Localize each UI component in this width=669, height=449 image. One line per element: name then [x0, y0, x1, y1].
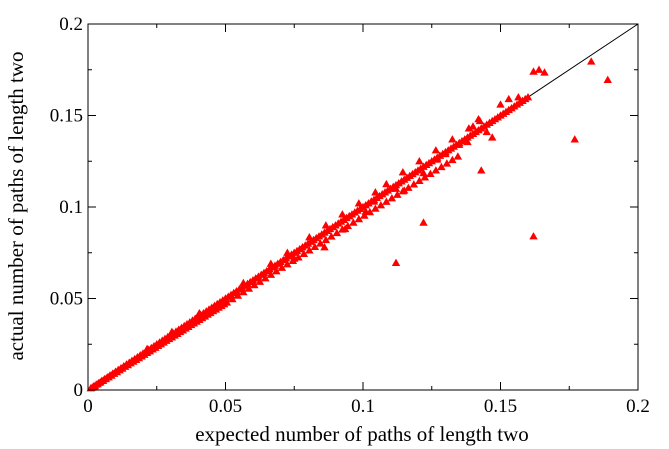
- data-point: [415, 157, 424, 165]
- data-point: [603, 75, 612, 83]
- data-point: [448, 155, 457, 164]
- y-axis-label: actual number of paths of length two: [4, 51, 28, 360]
- x-tick-label: 0.05: [209, 396, 242, 417]
- data-point: [327, 232, 336, 240]
- data-point: [371, 188, 380, 196]
- data-point: [529, 232, 538, 240]
- data-point: [283, 260, 292, 268]
- data-point: [360, 211, 369, 219]
- data-point: [255, 277, 265, 285]
- data-point: [420, 173, 430, 181]
- data-point: [534, 65, 544, 73]
- data-point: [474, 114, 483, 123]
- data-point: [482, 127, 491, 136]
- data-point: [426, 169, 435, 178]
- data-point: [382, 197, 391, 205]
- data-point: [523, 93, 533, 101]
- data-point: [261, 273, 270, 282]
- data-point: [338, 210, 347, 218]
- data-point: [272, 267, 281, 275]
- data-point: [391, 258, 401, 266]
- data-point: [431, 166, 441, 174]
- data-point: [233, 291, 243, 299]
- data-point: [316, 239, 325, 247]
- data-point: [239, 278, 248, 287]
- data-point: [332, 228, 342, 237]
- data-point: [463, 137, 472, 146]
- data-point: [228, 294, 237, 303]
- data-point: [321, 235, 331, 244]
- data-point: [305, 232, 314, 241]
- data-point: [400, 186, 409, 194]
- data-point: [250, 280, 259, 289]
- data-point: [345, 211, 354, 220]
- data-point: [433, 155, 442, 163]
- data-point: [354, 214, 364, 223]
- data-point: [222, 298, 232, 306]
- data-point: [283, 248, 292, 256]
- data-point: [391, 184, 401, 192]
- x-tick-label: 0: [83, 396, 93, 417]
- y-tick-label: 0.2: [59, 14, 83, 35]
- data-point: [195, 308, 204, 317]
- data-point: [239, 287, 248, 296]
- data-point: [382, 179, 391, 188]
- data-point: [320, 243, 329, 251]
- data-point: [393, 190, 402, 198]
- data-point: [477, 166, 486, 174]
- data-point: [340, 224, 350, 233]
- data-point: [290, 254, 299, 262]
- data-point: [431, 146, 441, 154]
- data-point: [310, 242, 320, 251]
- data-point: [488, 133, 497, 141]
- data-point: [142, 344, 152, 352]
- data-point: [376, 200, 386, 209]
- data-point: [448, 135, 457, 143]
- data-point: [369, 197, 379, 205]
- data-point: [305, 246, 314, 254]
- y-tick-label: 0.05: [50, 289, 83, 310]
- data-point: [277, 263, 287, 271]
- data-point: [540, 68, 549, 76]
- data-point: [349, 218, 358, 226]
- data-point: [453, 152, 463, 160]
- data-point: [441, 149, 450, 158]
- data-point: [496, 100, 505, 108]
- data-point: [570, 135, 579, 143]
- data-point: [371, 204, 380, 212]
- data-point: [409, 180, 419, 188]
- data-point: [361, 207, 370, 215]
- data-point: [167, 327, 177, 335]
- data-point: [404, 183, 413, 191]
- data-point: [387, 194, 397, 202]
- data-point: [266, 259, 276, 267]
- data-point: [299, 249, 309, 257]
- data-point: [266, 270, 276, 278]
- data-point: [587, 57, 596, 65]
- data-point: [415, 176, 424, 184]
- data-point: [244, 284, 254, 292]
- data-point: [437, 162, 446, 171]
- y-tick-label: 0: [74, 380, 84, 401]
- x-tick-label: 0.1: [351, 396, 375, 417]
- x-tick-label: 0.2: [626, 396, 650, 417]
- y-tick-label: 0.15: [50, 106, 83, 127]
- data-point: [442, 159, 452, 167]
- data-point: [321, 221, 331, 229]
- data-point: [455, 140, 464, 148]
- x-tick-label: 0.15: [484, 396, 517, 417]
- data-point: [419, 218, 428, 226]
- data-point: [504, 94, 513, 103]
- data-point: [419, 168, 428, 177]
- data-point: [354, 199, 364, 207]
- x-axis-label: expected number of paths of length two: [195, 422, 529, 446]
- y-tick-label: 0.1: [59, 197, 83, 218]
- data-point: [398, 168, 408, 176]
- data-point: [514, 93, 523, 101]
- data-point: [468, 122, 478, 130]
